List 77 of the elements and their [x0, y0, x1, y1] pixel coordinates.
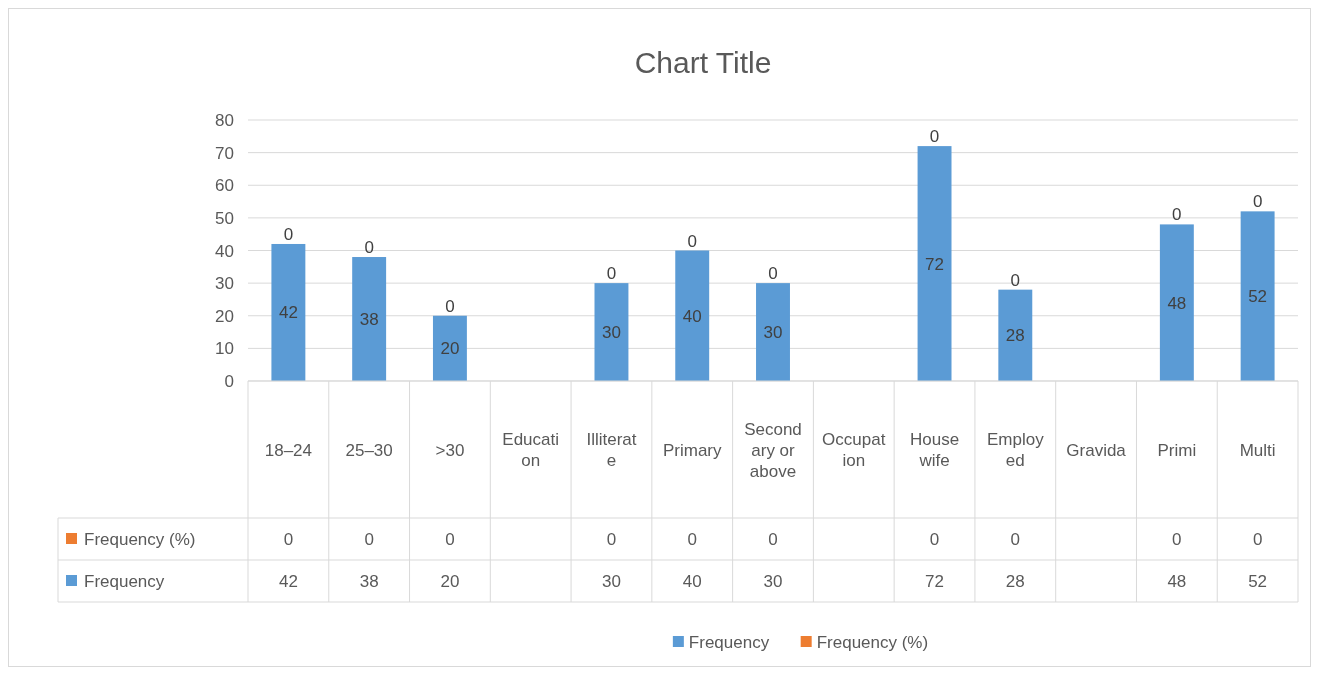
bar — [756, 283, 790, 381]
data-label: 0 — [929, 530, 940, 549]
text: 52 — [1248, 287, 1268, 307]
data-label: 40 — [682, 572, 702, 591]
text: 20 — [440, 339, 460, 359]
x-tick-label: Employed — [986, 430, 1045, 470]
data-label: 0 — [1172, 530, 1182, 549]
y-tick-label: 80 — [215, 111, 234, 130]
text: 0 — [364, 238, 374, 258]
y-tick-label: 30 — [215, 274, 234, 294]
chart-title: Chart Title — [634, 46, 772, 79]
data-label: 0 — [445, 530, 455, 549]
y-tick-label: 50 — [215, 208, 234, 228]
text: 0 — [1010, 270, 1021, 290]
data-label: 0 — [1010, 530, 1021, 549]
data-label: 30 — [602, 572, 621, 591]
y-tick-label: 10 — [215, 339, 234, 359]
text: Frequency (%) — [816, 633, 929, 652]
x-tick-label: 25–30 — [345, 440, 393, 460]
x-tick-label: Illiterate — [586, 430, 637, 470]
x-tick-label: House wife — [909, 430, 960, 470]
text: 28 — [1005, 326, 1025, 346]
y-tick-label: 20 — [215, 306, 234, 326]
text: 38 — [359, 310, 379, 330]
data-label: 0 — [606, 530, 617, 549]
x-tick-label: >30 — [435, 440, 465, 460]
x-tick-label: Gravida — [1066, 440, 1127, 460]
data-label: 0 — [364, 530, 374, 549]
x-tick-label: Education — [502, 430, 560, 470]
bar — [998, 289, 1033, 381]
text: 0 — [606, 264, 617, 284]
bar — [1159, 224, 1194, 381]
legend-label: Frequency (%) — [84, 530, 196, 549]
x-tick-label: 18–24 — [264, 440, 313, 460]
x-tick-label: Primi — [1157, 440, 1197, 460]
text: 40 — [682, 306, 702, 326]
bar — [432, 315, 467, 381]
text: 0 — [687, 231, 697, 251]
data-label: 38 — [359, 572, 379, 591]
text: 42 — [278, 303, 298, 323]
y-tick-label: 0 — [224, 372, 234, 391]
y-tick-label: 40 — [215, 241, 234, 261]
text: 0 — [1252, 192, 1263, 212]
text: 0 — [929, 127, 940, 147]
x-tick-label: Secondary or above — [744, 419, 802, 481]
text: 30 — [602, 323, 621, 343]
data-label: 72 — [925, 572, 944, 591]
data-label: 28 — [1005, 572, 1025, 591]
legend-label: Frequency — [84, 572, 165, 591]
text: 0 — [768, 264, 778, 284]
data-label: 0 — [687, 530, 697, 549]
y-tick-label: 70 — [215, 143, 234, 163]
y-tick-label: 60 — [215, 176, 234, 196]
data-label: 0 — [768, 530, 778, 549]
data-label: 42 — [278, 572, 298, 591]
text: 0 — [283, 224, 294, 244]
bar — [675, 250, 710, 381]
data-label: 52 — [1248, 572, 1268, 591]
text: 30 — [763, 323, 783, 343]
data-label: 0 — [283, 530, 294, 549]
text: Frequency — [688, 633, 770, 652]
data-label: 30 — [763, 572, 783, 591]
x-tick-label: Multi — [1239, 440, 1276, 460]
bar — [594, 283, 629, 381]
text: 0 — [445, 296, 455, 316]
data-label: 20 — [440, 572, 460, 591]
bar — [271, 243, 306, 381]
bar — [352, 257, 387, 381]
bar — [1240, 211, 1275, 381]
text: 48 — [1167, 293, 1187, 313]
bar — [917, 146, 952, 381]
text: 0 — [1172, 205, 1182, 225]
x-tick-label: Occupation — [822, 430, 886, 470]
data-label: 0 — [1252, 530, 1263, 549]
x-tick-label: Primary — [662, 440, 722, 460]
text: 72 — [925, 254, 944, 274]
data-label: 48 — [1167, 572, 1187, 591]
